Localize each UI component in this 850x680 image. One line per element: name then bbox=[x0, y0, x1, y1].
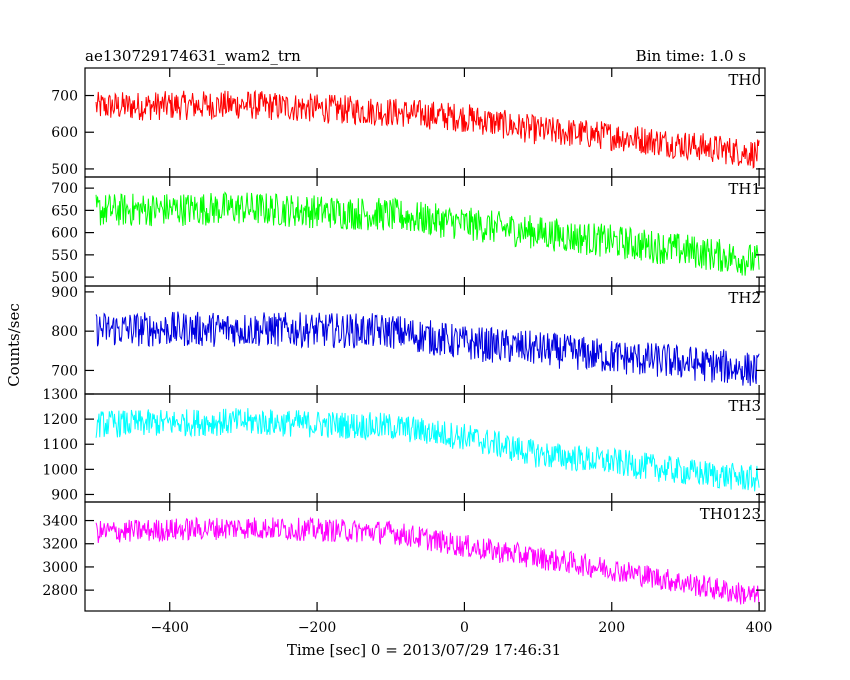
panel-th2: 700 800 900 TH2 bbox=[51, 285, 766, 395]
x-tick-label: −200 bbox=[298, 620, 336, 636]
series-line-th0123 bbox=[95, 516, 760, 608]
y-tick-label: 550 bbox=[51, 248, 78, 264]
y-tick-label: 1100 bbox=[42, 437, 78, 453]
panel-th0: 500 600 700 TH0 bbox=[51, 67, 766, 178]
y-tick-label: 1200 bbox=[42, 412, 78, 428]
panel-frame bbox=[84, 501, 766, 612]
panel-th0123: 2800 3000 3200 3400 TH0123 bbox=[42, 501, 766, 612]
series-line-th0 bbox=[95, 89, 760, 169]
x-tick-label: 400 bbox=[746, 620, 773, 636]
bin-time-label: Bin time: 1.0 s bbox=[636, 47, 746, 65]
y-tick-label: 700 bbox=[51, 363, 78, 379]
series-line-th3 bbox=[95, 408, 760, 492]
y-tick-label: 700 bbox=[51, 181, 78, 197]
y-tick-label: 650 bbox=[51, 203, 78, 219]
panel-label: TH0 bbox=[728, 71, 761, 89]
y-tick-label: 900 bbox=[51, 487, 78, 503]
y-tick-label: 800 bbox=[51, 324, 78, 340]
x-tick-label: −400 bbox=[150, 620, 188, 636]
y-tick-label: 600 bbox=[51, 125, 78, 141]
x-tick-label: 200 bbox=[598, 620, 625, 636]
series-line-th2 bbox=[95, 311, 760, 386]
panel-label: TH2 bbox=[728, 289, 761, 307]
chart-title: ae130729174631_wam2_trn bbox=[85, 47, 301, 65]
y-tick-label: 3200 bbox=[42, 537, 78, 553]
y-tick-label: 900 bbox=[51, 285, 78, 301]
panels-group: 500 600 700 TH0 500 550 600 650 700 TH1 700 800 900 T… bbox=[42, 67, 773, 636]
x-tick-label: 0 bbox=[460, 620, 469, 636]
y-tick-label: 500 bbox=[51, 270, 78, 286]
y-tick-label: 3400 bbox=[42, 514, 78, 530]
panel-th1: 500 550 600 650 700 TH1 bbox=[51, 176, 766, 287]
y-tick-label: 1300 bbox=[42, 387, 78, 403]
panel-frame bbox=[84, 176, 766, 287]
panel-label: TH3 bbox=[728, 397, 761, 415]
y-tick-label: 1000 bbox=[42, 462, 78, 478]
panel-label: TH1 bbox=[728, 180, 761, 198]
x-axis-label: Time [sec] 0 = 2013/07/29 17:46:31 bbox=[287, 641, 561, 659]
panel-label: TH0123 bbox=[700, 505, 761, 523]
y-tick-label: 600 bbox=[51, 226, 78, 242]
y-tick-label: 2800 bbox=[42, 583, 78, 599]
y-tick-label: 700 bbox=[51, 89, 78, 105]
y-tick-label: 500 bbox=[51, 162, 78, 178]
y-axis-label: Counts/sec bbox=[5, 303, 23, 387]
panel-th3: 900 1000 1100 1200 1300 TH3 bbox=[42, 387, 766, 503]
y-tick-label: 3000 bbox=[42, 560, 78, 576]
series-line-th1 bbox=[95, 191, 760, 276]
